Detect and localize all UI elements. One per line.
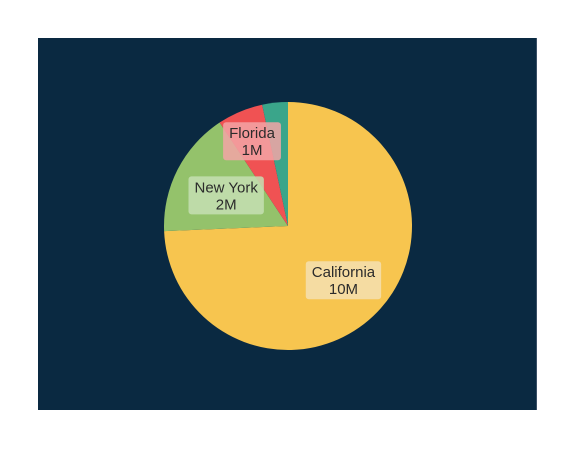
- slice-label-box: [188, 176, 264, 215]
- slice-label-value: 1M: [242, 142, 263, 159]
- slice-label-name: New York: [194, 179, 258, 196]
- slice-label-value: 2M: [216, 196, 237, 213]
- slice-label-name: Florida: [229, 125, 276, 142]
- slice-label-name: California: [312, 264, 376, 281]
- slice-label-box: [223, 122, 281, 161]
- pie-slices: [164, 102, 412, 350]
- slice-label-box: [305, 261, 382, 300]
- slice-label-value: 10M: [329, 281, 358, 298]
